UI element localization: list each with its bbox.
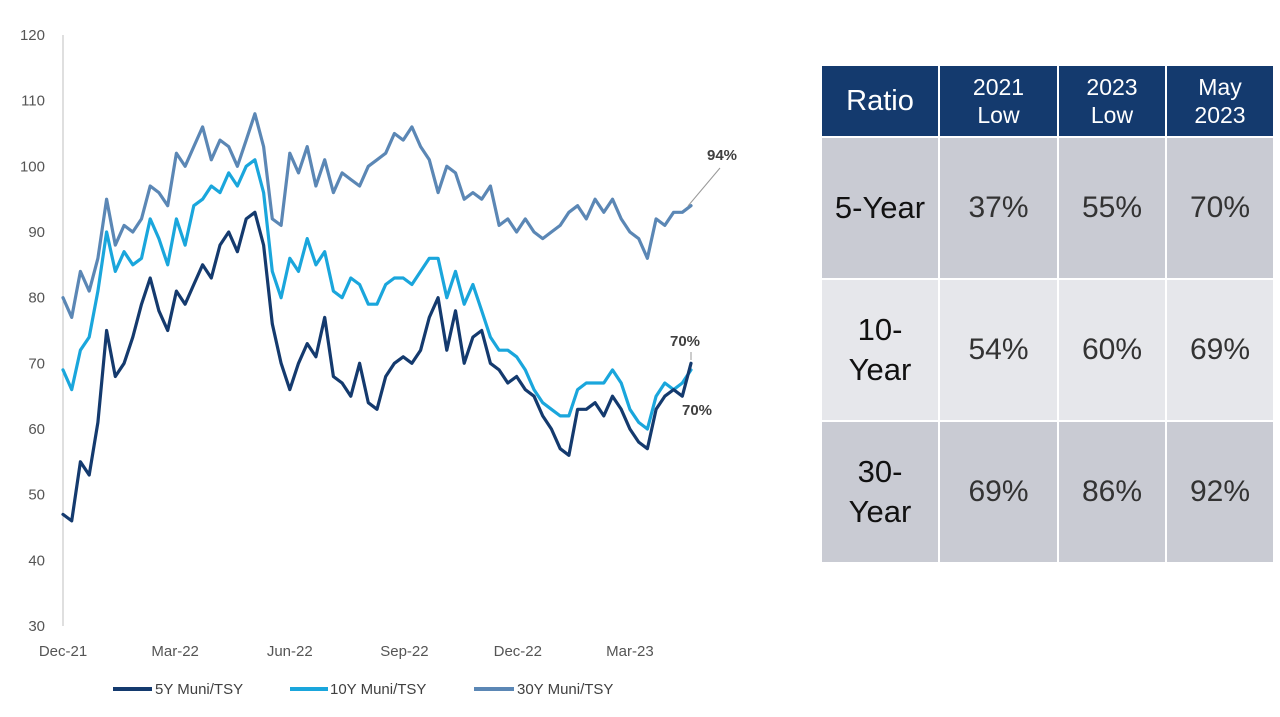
header-ratio: Ratio [822, 66, 940, 138]
legend: 5Y Muni/TSY 10Y Muni/TSY 30Y Muni/TSY [113, 681, 613, 698]
cell-5y-2021-low: 37% [940, 138, 1059, 280]
y-tick-label: 90 [28, 224, 45, 241]
y-tick-label: 60 [28, 421, 45, 438]
row-label-10-year: 10- Year [822, 280, 940, 422]
ratio-table: Ratio 2021 Low 2023 Low May 2023 5-Year 37%… [822, 66, 1275, 564]
row-label-5-year-text: 5-Year [834, 190, 926, 225]
x-axis: Dec-21 Mar-22 Jun-22 Sep-22 Dec-22 Mar-23 [39, 643, 654, 660]
x-tick-label: Dec-22 [494, 643, 542, 660]
legend-item-30y: 30Y Muni/TSY [474, 681, 613, 698]
row-label-5-year: 5-Year [822, 138, 940, 280]
header-2021-low-line2: Low [977, 102, 1020, 128]
legend-label-30y: 30Y Muni/TSY [517, 681, 613, 698]
x-tick-label: Mar-22 [151, 643, 199, 660]
row-label-10-year-line1: 10- [857, 312, 903, 347]
legend-item-10y: 10Y Muni/TSY [290, 681, 426, 698]
header-ratio-label: Ratio [846, 85, 914, 117]
row-label-10-year-line2: Year [848, 352, 912, 387]
table-header-row: Ratio 2021 Low 2023 Low May 2023 [822, 66, 1275, 138]
x-tick-label: Sep-22 [380, 643, 428, 660]
y-tick-label: 120 [20, 27, 45, 44]
table-row: 30- Year 69% 86% 92% [822, 422, 1275, 564]
x-tick-label: Jun-22 [267, 643, 313, 660]
end-label-30y: 94% [707, 147, 737, 164]
legend-label-10y: 10Y Muni/TSY [330, 681, 426, 698]
y-tick-label: 30 [28, 618, 45, 635]
row-label-30-year: 30- Year [822, 422, 940, 564]
header-2023-low-line1: 2023 [1086, 74, 1138, 100]
cell-10y-may-2023: 69% [1167, 280, 1275, 422]
row-label-30-year-line1: 30- [857, 454, 903, 489]
header-may-2023-line2: 2023 [1194, 102, 1246, 128]
line-chart: 30 40 50 60 70 80 90 100 110 120 Dec-21 Mar-22 Jun-… [20, 27, 737, 698]
y-tick-label: 100 [20, 158, 45, 175]
x-tick-label: Dec-21 [39, 643, 87, 660]
header-may-2023-line1: May [1198, 74, 1242, 100]
legend-item-5y: 5Y Muni/TSY [113, 681, 243, 698]
end-label-10y: 70% [670, 333, 700, 350]
end-label-5y: 70% [682, 402, 712, 419]
cell-5y-may-2023: 70% [1167, 138, 1275, 280]
cell-10y-2023-low: 60% [1059, 280, 1167, 422]
x-tick-label: Mar-23 [606, 643, 654, 660]
header-may-2023: May 2023 [1167, 66, 1275, 138]
cell-5y-2023-low: 55% [1059, 138, 1167, 280]
table-row: 5-Year 37% 55% 70% [822, 138, 1275, 280]
row-label-30-year-line2: Year [848, 494, 912, 529]
table-row: 10- Year 54% 60% 69% [822, 280, 1275, 422]
series-lines [61, 112, 693, 523]
header-2023-low-line2: Low [1090, 102, 1134, 128]
series-line-10y [61, 158, 693, 431]
y-axis: 30 40 50 60 70 80 90 100 110 120 [20, 27, 64, 635]
legend-label-5y: 5Y Muni/TSY [155, 681, 243, 698]
cell-30y-2023-low: 86% [1059, 422, 1167, 564]
header-2023-low: 2023 Low [1059, 66, 1167, 138]
cell-30y-may-2023: 92% [1167, 422, 1275, 564]
cell-10y-2021-low: 54% [940, 280, 1059, 422]
header-2021-low-line1: 2021 [972, 74, 1025, 100]
end-labels: 94% 70% 70% [670, 147, 737, 419]
cell-30y-2021-low: 69% [940, 422, 1059, 564]
series-line-5y [61, 210, 693, 523]
y-tick-label: 110 [21, 93, 45, 110]
y-tick-label: 70 [28, 355, 45, 372]
series-line-30y [61, 112, 693, 319]
label-leader-line-30y [687, 167, 721, 207]
y-tick-label: 40 [28, 552, 45, 569]
header-2021-low: 2021 Low [940, 66, 1059, 138]
y-tick-label: 80 [28, 290, 45, 307]
y-tick-label: 50 [28, 487, 45, 504]
